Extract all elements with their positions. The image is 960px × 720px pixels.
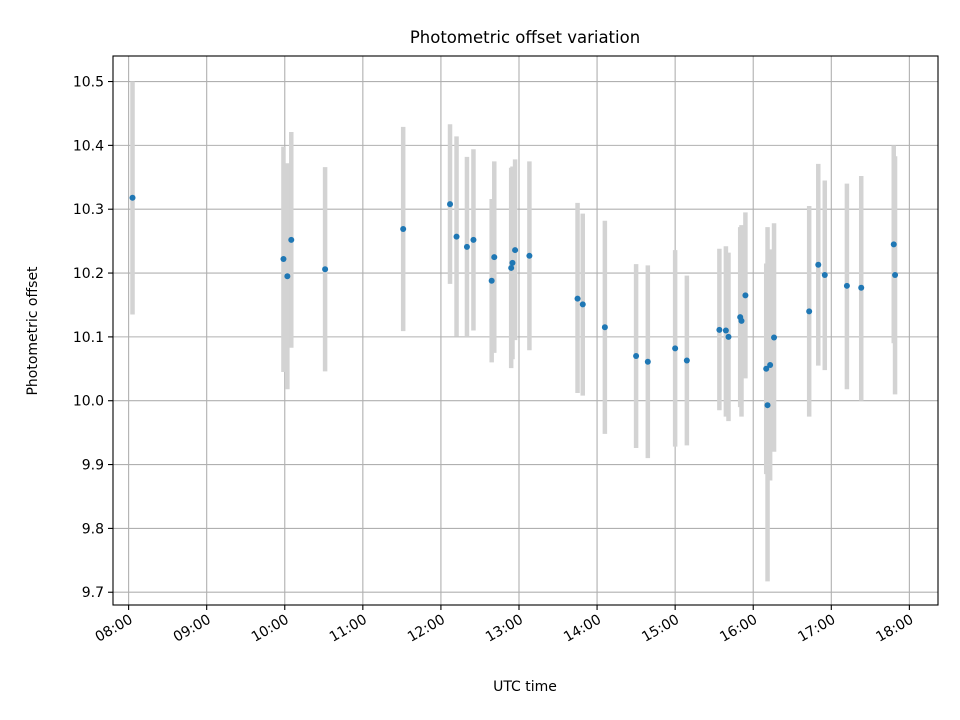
data-point	[672, 345, 679, 352]
y-tick-label: 10.1	[73, 330, 104, 346]
data-point	[858, 284, 865, 291]
data-point	[725, 333, 732, 340]
data-point	[716, 326, 723, 333]
y-tick-label: 10.2	[73, 266, 104, 282]
data-point	[644, 358, 651, 365]
data-point	[843, 282, 850, 289]
data-point	[491, 254, 498, 261]
data-point	[633, 353, 640, 360]
y-axis-label: Photometric offset	[25, 266, 41, 396]
data-point	[821, 271, 828, 278]
data-point	[892, 271, 899, 278]
data-point	[129, 194, 136, 201]
data-point	[284, 273, 291, 280]
data-point	[742, 292, 749, 299]
data-point	[767, 361, 774, 368]
data-point	[463, 243, 470, 250]
data-point	[764, 402, 771, 409]
data-point	[288, 236, 295, 243]
y-tick-label: 10.3	[73, 202, 104, 218]
y-tick-label: 9.9	[82, 458, 104, 474]
data-point	[400, 225, 407, 232]
grid	[113, 56, 938, 605]
data-point	[488, 277, 495, 284]
data-point	[526, 252, 533, 259]
data-point	[771, 334, 778, 341]
data-points	[129, 194, 899, 409]
data-point	[280, 256, 287, 263]
y-tick-label: 9.8	[82, 521, 104, 537]
y-tick-label: 9.7	[82, 585, 104, 601]
data-point	[763, 365, 770, 372]
y-tick-label: 10.0	[73, 394, 104, 410]
y-tick-label: 10.5	[73, 75, 104, 91]
data-point	[579, 301, 586, 308]
data-point	[322, 266, 329, 273]
chart-title: Photometric offset variation	[410, 28, 640, 47]
plot-frame	[112, 55, 939, 606]
data-point	[470, 236, 477, 243]
data-point	[722, 327, 729, 334]
data-point	[447, 201, 454, 208]
data-point	[574, 295, 581, 302]
y-axis-ticks: 9.7 9.8 9.9 10.0 10.1 10.2 10.3 10.4 10.5	[73, 75, 113, 601]
data-point	[683, 357, 690, 364]
x-axis-label: UTC time	[493, 679, 557, 695]
data-point	[512, 247, 519, 254]
data-point	[453, 233, 460, 240]
data-point	[508, 264, 515, 271]
data-point	[806, 308, 813, 315]
data-point	[890, 241, 897, 248]
data-point	[601, 324, 608, 331]
data-point	[738, 317, 745, 324]
data-point	[509, 259, 516, 266]
data-point	[815, 261, 822, 268]
y-tick-label: 10.4	[73, 138, 104, 154]
